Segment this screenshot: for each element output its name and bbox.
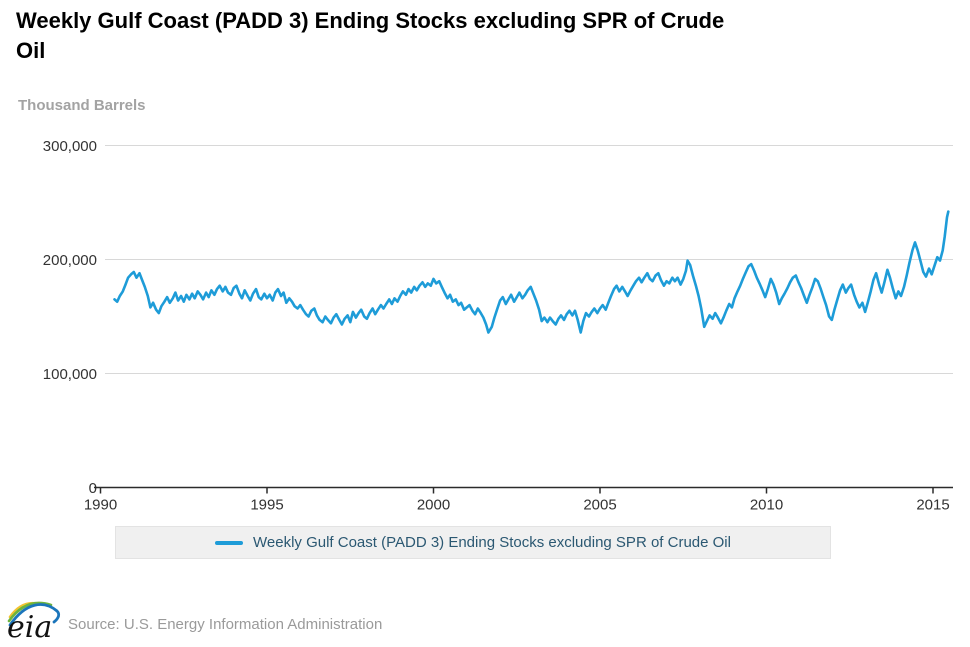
y-tick-label: 300,000 — [43, 138, 97, 155]
legend-item-series[interactable]: Weekly Gulf Coast (PADD 3) Ending Stocks… — [215, 534, 731, 551]
logo-eia-text: eia — [7, 610, 52, 642]
y-tick-label: 0 — [89, 480, 97, 497]
chart-title: Weekly Gulf Coast (PADD 3) Ending Stocks… — [16, 8, 725, 63]
y-tick-label: 100,000 — [43, 366, 97, 383]
logo-blue-arc-icon — [8, 603, 61, 627]
y-tick-label: 200,000 — [43, 252, 97, 269]
x-tick-label: 1995 — [250, 497, 283, 514]
x-tick-label: 2010 — [750, 497, 783, 514]
data-line-series — [113, 210, 950, 334]
x-tick-label: 2005 — [583, 497, 616, 514]
x-tick-label: 2015 — [916, 497, 949, 514]
legend: Weekly Gulf Coast (PADD 3) Ending Stocks… — [115, 526, 831, 559]
x-tick-label: 1990 — [84, 497, 117, 514]
legend-line-swatch-icon — [215, 540, 243, 545]
legend-label: Weekly Gulf Coast (PADD 3) Ending Stocks… — [253, 534, 731, 551]
source-attribution: Source: U.S. Energy Information Administ… — [68, 616, 383, 633]
eia-logo: eia — [7, 601, 61, 642]
x-tick-label: 2000 — [417, 497, 450, 514]
y-axis-units-label: Thousand Barrels — [18, 97, 146, 114]
